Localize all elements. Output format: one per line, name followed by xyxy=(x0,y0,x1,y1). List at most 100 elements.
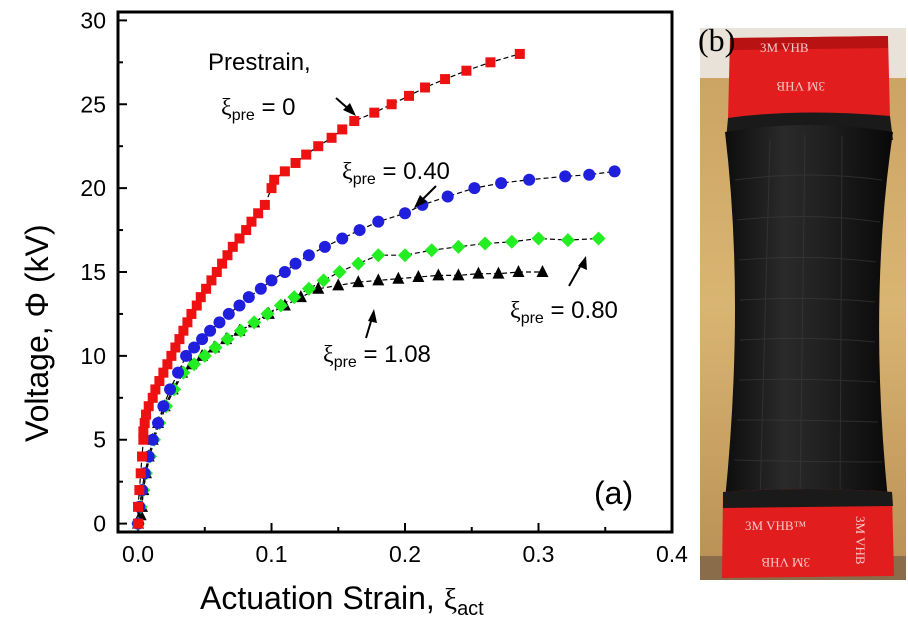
y-axis-title: Voltage, Φ (kV) xyxy=(19,224,55,442)
data-point xyxy=(208,340,223,355)
data-point xyxy=(241,225,252,236)
data-point xyxy=(504,234,519,249)
data-point xyxy=(201,283,212,294)
annotation-prestrain-040: ξpre = 0.40 xyxy=(342,158,450,208)
data-point xyxy=(353,224,366,237)
data-point xyxy=(138,426,149,437)
data-point xyxy=(404,90,415,101)
svg-text:ξpre = 1.08: ξpre = 1.08 xyxy=(323,341,431,371)
data-point xyxy=(531,231,546,246)
series-layer xyxy=(131,48,621,531)
series-line xyxy=(137,53,520,524)
data-point xyxy=(412,270,425,283)
data-point xyxy=(608,165,621,178)
data-point xyxy=(440,74,451,85)
data-point xyxy=(137,451,148,462)
data-point xyxy=(386,99,397,110)
data-point xyxy=(178,325,189,336)
data-point xyxy=(180,349,193,362)
y-tick-label: 5 xyxy=(93,427,106,453)
data-point xyxy=(164,383,177,396)
data-point xyxy=(187,357,202,372)
data-point xyxy=(242,291,255,304)
data-point xyxy=(182,317,193,328)
data-point xyxy=(227,241,238,252)
data-point xyxy=(332,278,345,291)
data-point xyxy=(287,290,302,305)
data-point xyxy=(318,240,331,253)
data-point xyxy=(233,299,246,312)
data-point xyxy=(162,359,173,370)
x-axis-title: Actuation Strain, ξact xyxy=(200,580,484,620)
x-tick-label: 0.1 xyxy=(256,541,288,567)
data-point xyxy=(441,190,454,203)
y-tick-label: 10 xyxy=(80,343,106,369)
data-point xyxy=(147,392,158,403)
data-point xyxy=(278,266,291,278)
data-point xyxy=(514,48,525,59)
data-point xyxy=(536,265,549,277)
y-tick-label: 0 xyxy=(93,511,106,537)
data-point xyxy=(351,256,366,271)
data-point xyxy=(150,384,161,395)
data-point xyxy=(195,292,206,303)
data-point xyxy=(197,348,212,363)
annotation-prestrain-108: ξpre = 1.08 xyxy=(323,309,431,371)
svg-text:Prestrain,: Prestrain, xyxy=(208,49,311,76)
data-point xyxy=(191,300,202,311)
data-point xyxy=(234,233,245,244)
data-point xyxy=(392,271,405,284)
x-tick-label: 0.2 xyxy=(389,541,421,567)
data-point xyxy=(265,274,278,287)
data-point xyxy=(398,248,413,263)
data-point xyxy=(253,208,264,219)
actuator-photo: 3M VHB 3M VHB 3M VHB™ 3M VHB 3M VHB xyxy=(700,28,906,580)
data-point xyxy=(166,350,177,361)
data-point xyxy=(352,275,365,288)
data-point xyxy=(143,401,154,412)
annotation-prestrain-080: ξpre = 0.80 xyxy=(510,256,618,327)
data-point xyxy=(302,249,315,262)
data-point xyxy=(372,215,385,228)
data-point xyxy=(139,417,150,428)
panel-a-label: (a) xyxy=(594,475,633,511)
data-point xyxy=(174,334,185,345)
svg-text:ξpre = 0.40: ξpre = 0.40 xyxy=(342,158,450,188)
data-point xyxy=(152,416,165,429)
series-diamond xyxy=(131,231,606,531)
data-point xyxy=(312,281,325,294)
series-circle xyxy=(132,165,621,530)
y-tick-label: 15 xyxy=(80,259,106,285)
data-point xyxy=(260,306,275,321)
data-point xyxy=(186,308,197,319)
data-point xyxy=(269,174,280,185)
y-tick-label: 25 xyxy=(80,91,106,117)
data-point xyxy=(472,266,485,279)
y-tick-label: 20 xyxy=(80,175,106,201)
data-point xyxy=(146,433,159,446)
axis-ticks: 0.0 0.1 0.2 0.3 0.4 0 5 10 15 20 25 30 xyxy=(80,7,688,567)
plot-frame xyxy=(116,10,674,534)
y-tick-label: 30 xyxy=(80,7,106,33)
data-point xyxy=(196,333,209,346)
data-point xyxy=(478,236,493,251)
data-point xyxy=(485,57,496,68)
tape-bottom-print-3: 3M VHB xyxy=(761,555,810,570)
data-point xyxy=(222,250,233,261)
data-point xyxy=(135,468,146,479)
data-point xyxy=(188,341,201,354)
data-point xyxy=(133,518,144,529)
tape-top-print-2: 3M VHB xyxy=(776,79,825,94)
data-point xyxy=(170,342,181,353)
data-point xyxy=(452,268,465,281)
elastomer-tube xyxy=(725,125,893,500)
data-point xyxy=(337,124,348,135)
data-point xyxy=(332,265,347,279)
data-point xyxy=(399,207,412,220)
svg-text:ξpre = 0: ξpre = 0 xyxy=(221,94,296,124)
data-point xyxy=(154,376,165,387)
data-point xyxy=(313,141,324,152)
data-point xyxy=(133,501,144,512)
data-point xyxy=(204,324,217,337)
